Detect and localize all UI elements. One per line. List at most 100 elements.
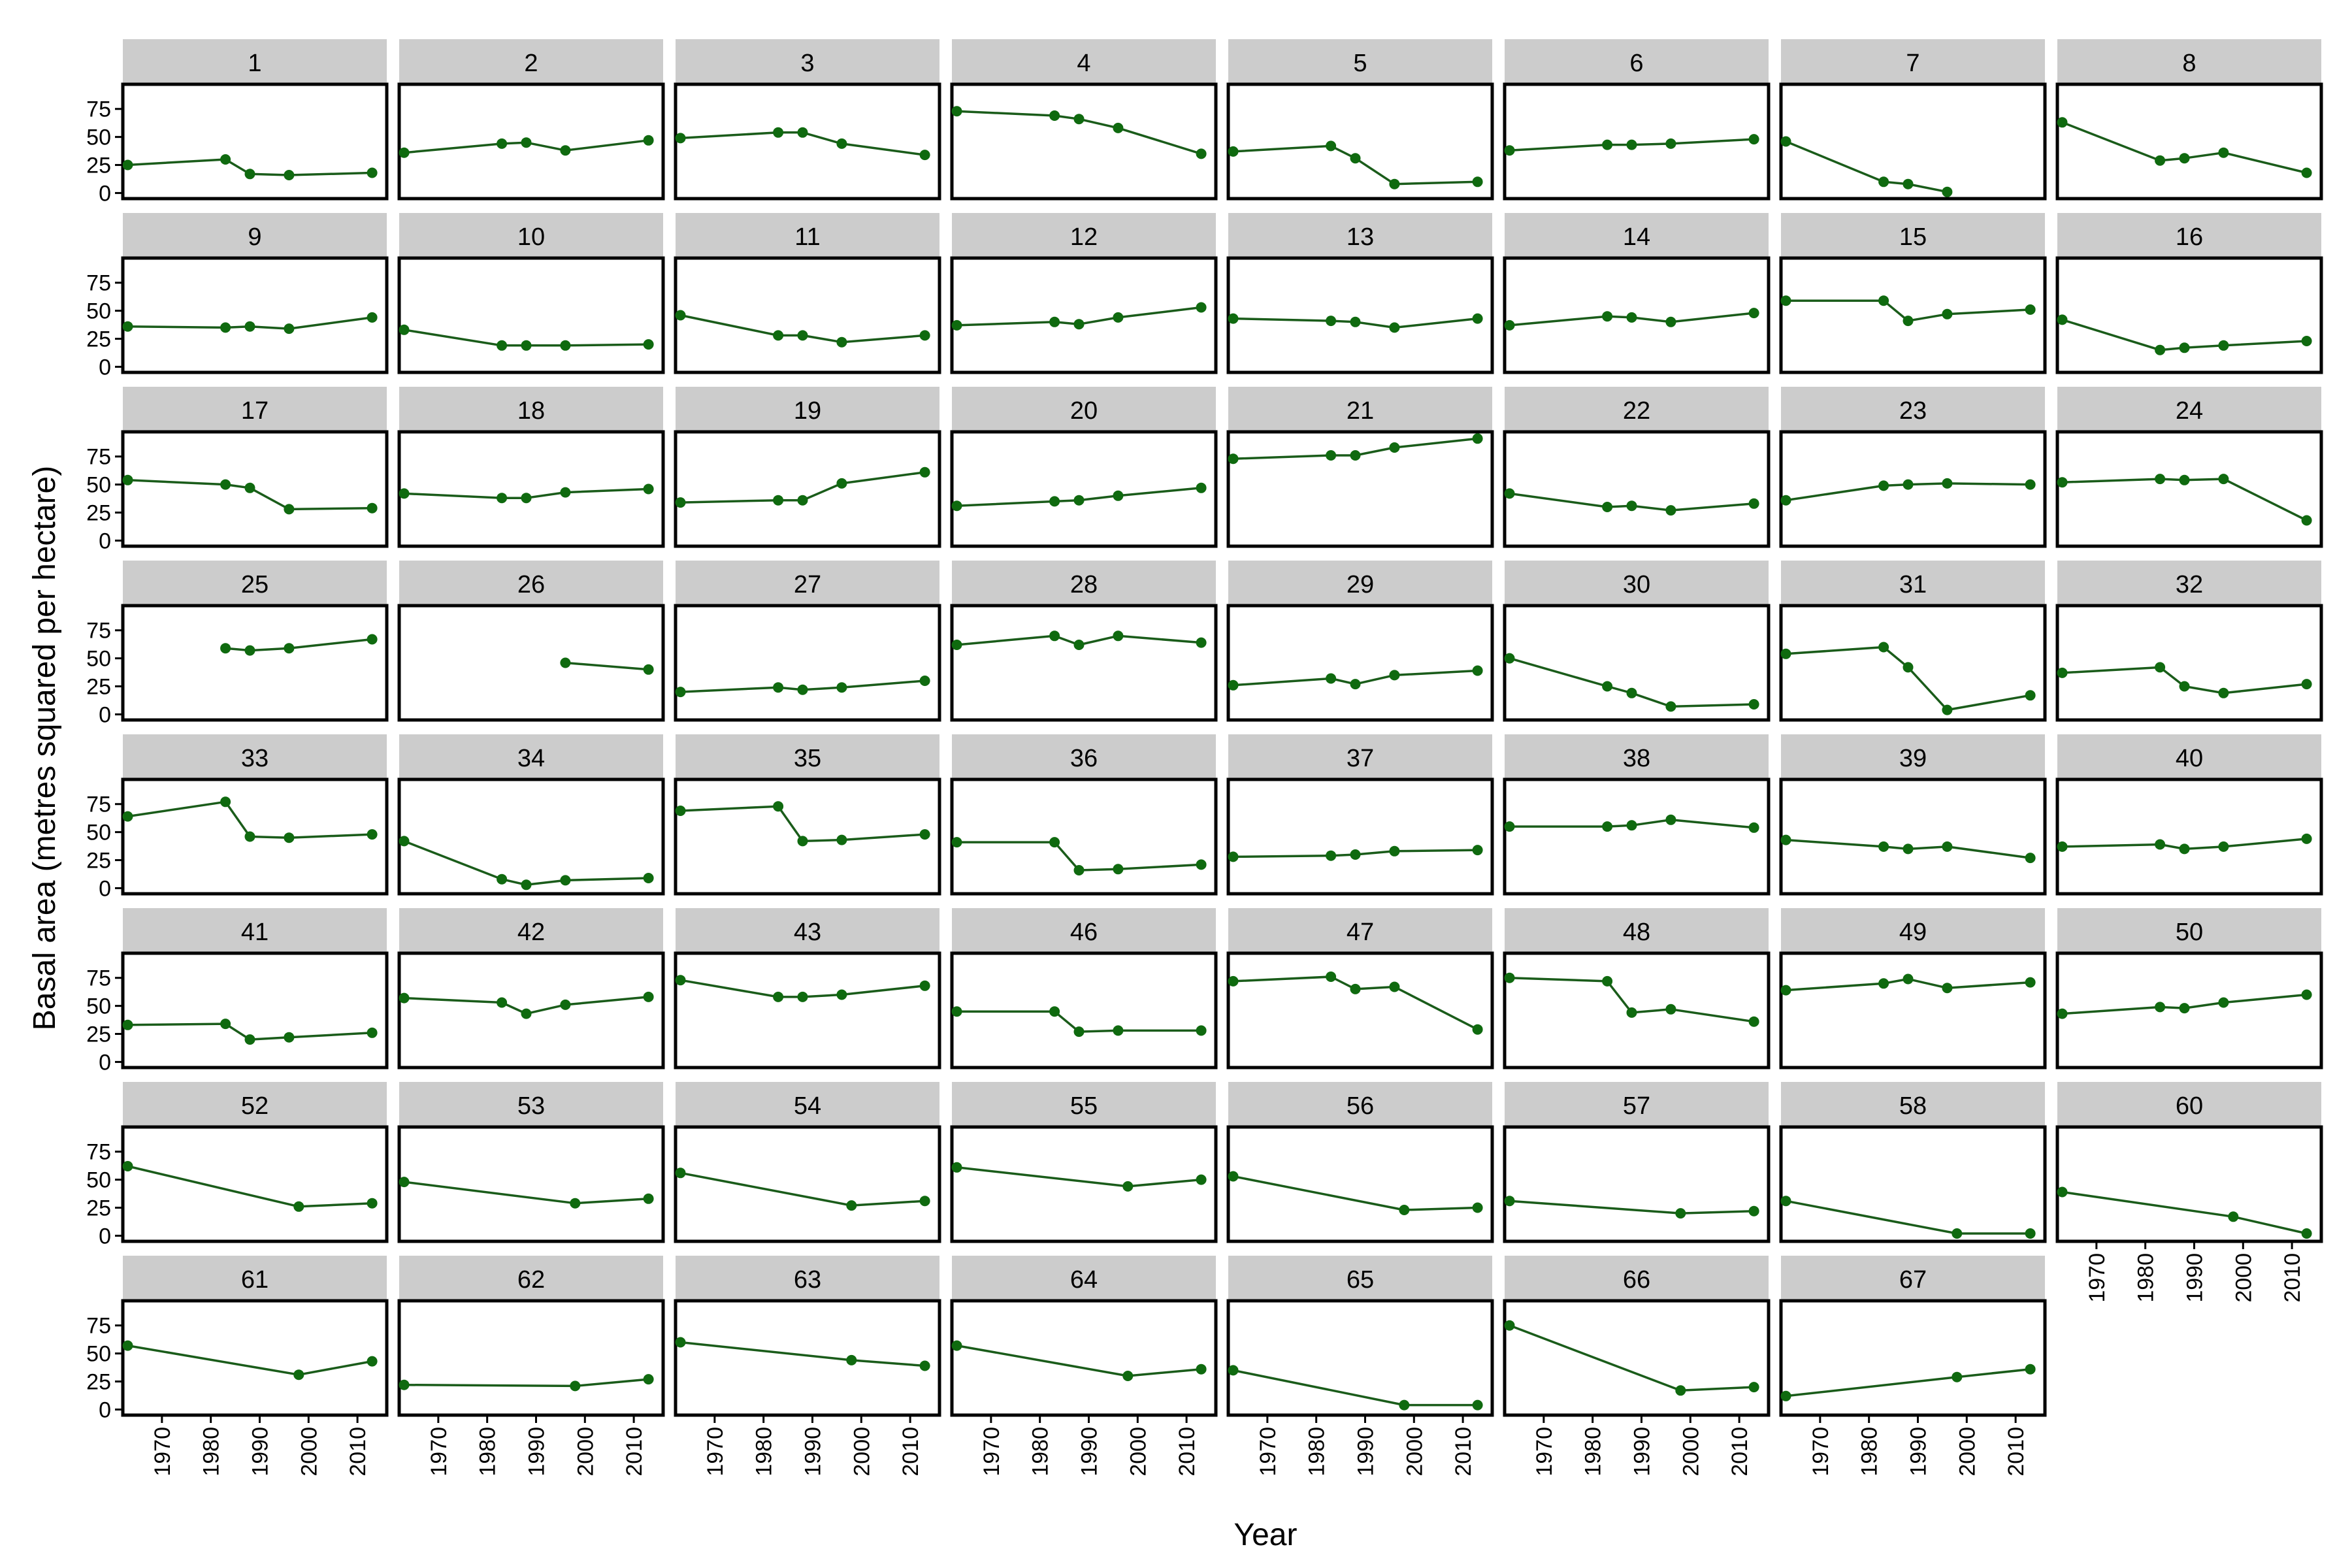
facet-panel: 20: [950, 387, 1218, 548]
data-point: [2025, 1364, 2036, 1375]
facet-strip: [399, 213, 663, 258]
data-point: [1878, 642, 1889, 653]
data-point: [399, 992, 410, 1004]
facet-strip: [676, 387, 939, 432]
data-point: [1228, 453, 1239, 465]
facet-strip-label: 53: [517, 1092, 545, 1120]
data-point: [1602, 821, 1613, 832]
data-point: [1113, 864, 1124, 875]
facet-strip-label: 33: [241, 745, 269, 772]
data-point: [675, 310, 686, 321]
data-point: [836, 682, 847, 693]
y-tick-label: 75: [86, 966, 111, 991]
data-point: [1626, 687, 1637, 698]
panel-frame: [1503, 1125, 1771, 1243]
facet-panel: 47: [1226, 908, 1494, 1070]
data-point: [521, 493, 532, 504]
facet-panel: 5: [1226, 39, 1494, 201]
data-point: [1049, 496, 1060, 507]
facet-panel: 32: [2055, 561, 2323, 722]
data-point: [1626, 139, 1637, 150]
facet-strip-label: 57: [1623, 1092, 1650, 1120]
panel-frame: [674, 951, 941, 1070]
y-tick-label: 50: [86, 994, 111, 1019]
panel-frame: [2055, 256, 2323, 374]
data-point: [399, 147, 410, 158]
data-point: [1942, 983, 1953, 994]
panel-frame: [1226, 951, 1494, 1070]
data-point: [1748, 1205, 1759, 1217]
facet-strip-label: 41: [241, 919, 269, 946]
facet-strip-label: 11: [794, 223, 820, 251]
facet-strip: [2057, 908, 2321, 953]
data-point: [399, 836, 410, 847]
data-point: [836, 478, 847, 489]
facet-panel: 27: [674, 561, 941, 722]
data-point: [1504, 653, 1515, 664]
facet-panel: 58: [1779, 1082, 2047, 1243]
data-point: [521, 879, 532, 890]
facet-strip: [2057, 387, 2321, 432]
data-point: [1350, 679, 1361, 690]
data-point: [951, 106, 962, 117]
data-point: [2057, 1008, 2068, 1019]
data-point: [220, 1019, 231, 1030]
facet-strip: [2057, 213, 2321, 258]
facet-panel: 66: [1503, 1256, 1771, 1417]
x-tick-label: 2000: [849, 1427, 874, 1477]
facet-panel: 43: [674, 908, 941, 1070]
data-point: [122, 159, 133, 171]
data-point: [1504, 145, 1515, 156]
data-point: [122, 474, 133, 485]
data-point: [643, 339, 654, 350]
panel-frame: [674, 777, 941, 896]
facet-strip-label: 12: [1070, 223, 1098, 251]
data-point: [846, 1354, 857, 1365]
facet-panel: 36: [950, 734, 1218, 896]
facet-panel: 2: [397, 39, 665, 201]
x-tick-label: 1970: [979, 1427, 1004, 1477]
facet-strip: [1228, 734, 1492, 779]
x-tick-label: 2010: [622, 1427, 647, 1477]
data-point: [2025, 304, 2036, 315]
data-point: [2155, 839, 2166, 850]
data-point: [2057, 841, 2068, 852]
y-tick-label: 50: [86, 125, 111, 150]
data-point: [122, 811, 133, 822]
data-point: [1626, 1007, 1637, 1018]
facet-strip: [676, 1082, 939, 1127]
facet-strip: [123, 734, 387, 779]
data-point: [284, 643, 295, 654]
x-tick-label: 1990: [248, 1427, 273, 1477]
data-point: [1073, 640, 1085, 650]
data-point: [1903, 973, 1914, 985]
facet-strip-label: 38: [1623, 745, 1650, 772]
panel-frame: [121, 256, 389, 374]
data-point: [1626, 500, 1637, 512]
facet-strip: [123, 561, 387, 606]
data-point: [1326, 140, 1337, 152]
data-point: [1326, 673, 1337, 684]
y-tick-label: 75: [86, 271, 111, 296]
x-tick-label: 2010: [1451, 1427, 1476, 1477]
facet-strip: [399, 1256, 663, 1301]
data-point: [675, 497, 686, 508]
data-point: [1942, 704, 1953, 715]
data-point: [1504, 972, 1515, 983]
x-tick-label: 1990: [1354, 1427, 1379, 1477]
facet-panel: 8: [2055, 39, 2323, 201]
y-tick-label: 25: [86, 154, 111, 178]
x-tick-label: 1990: [1077, 1427, 1102, 1477]
data-point: [521, 1008, 532, 1019]
facet-strip: [952, 39, 1216, 84]
panel-frame: [950, 82, 1218, 201]
x-tick-label: 2010: [2280, 1253, 2305, 1303]
data-point: [497, 340, 508, 351]
data-point: [773, 682, 784, 693]
data-point: [2057, 667, 2068, 678]
data-point: [1952, 1228, 1963, 1239]
facet-strip-label: 17: [241, 397, 269, 425]
y-tick-label: 50: [86, 1168, 111, 1193]
facet-panel: 55: [950, 1082, 1218, 1243]
